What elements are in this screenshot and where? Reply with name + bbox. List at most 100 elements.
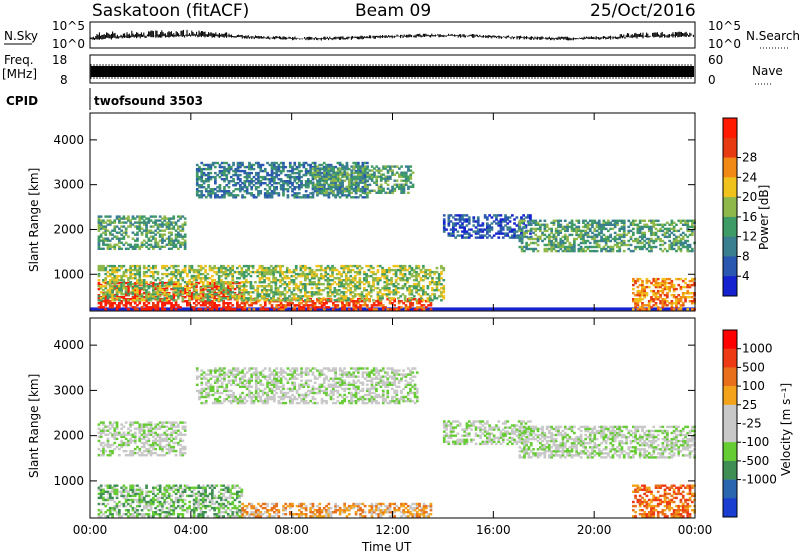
echo-cell [172,221,176,224]
echo-cell [260,277,264,280]
echo-cell [222,300,225,303]
echo-cell [277,182,281,185]
echo-cell [403,283,407,286]
echo-cell [170,281,173,284]
echo-cell [120,233,123,236]
echo-cell [301,295,305,298]
echo-cell [341,171,344,174]
echo-cell [276,264,280,268]
echo-cell [120,296,123,299]
echo-cell [152,270,155,274]
echo-cell [142,272,146,276]
echo-cell [347,194,351,197]
echo-cell [358,277,362,280]
echo-cell [340,264,343,268]
echo-cell [273,167,276,171]
echo-cell [474,226,478,229]
echo-cell [520,233,524,237]
echo-cell [276,279,280,282]
echo-cell [188,299,191,302]
echo-cell [133,225,137,228]
echo-cell [104,281,108,285]
echo-cell [239,169,242,173]
echo-cell [343,173,346,177]
echo-cell [348,181,351,184]
echo-cell [138,274,142,278]
echo-cell [415,279,418,282]
echo-cell [527,237,531,241]
echo-cell [231,295,235,298]
echo-cell [486,224,489,227]
echo-cell [240,266,244,270]
echo-cell [181,227,185,230]
echo-cell [331,283,334,286]
nsearch-top-label: 10^5 [708,19,741,33]
echo-cell [188,304,191,307]
echo-cell [504,216,507,219]
echo-cell [408,287,412,290]
echo-cell [220,196,224,199]
echo-cell [304,264,307,268]
echo-cell [232,161,235,165]
echo-cell [124,217,128,220]
echo-cell [198,178,201,181]
echo-cell [154,279,157,282]
echo-cell [575,219,578,222]
echo-region [518,219,696,253]
echo-cell [586,247,590,251]
echo-cell [167,281,171,284]
echo-cell [124,270,128,274]
echo-cell [161,225,164,228]
echo-cell [234,196,238,199]
echo-cell [256,285,260,288]
echo-cell [338,279,341,282]
echo-cell [415,277,418,280]
echo-cell [573,247,576,251]
echo-cell [539,227,542,231]
echo-cell [354,179,358,182]
echo-cell [200,194,204,197]
echo-cell [488,228,491,231]
echo-cell [172,272,176,276]
echo-cell [370,169,374,172]
echo-cell [497,222,501,225]
echo-cell [188,283,191,286]
echo-cell [336,192,340,195]
echo-cell [192,285,196,288]
echo-cell [437,277,441,280]
echo-cell [406,300,410,303]
echo-cell [120,302,123,305]
echo-cell [350,182,353,185]
echo-cell [543,237,547,241]
echo-cell [206,281,210,284]
echo-cell [270,178,274,181]
echo-cell [481,228,485,231]
echo-cell [279,272,282,276]
echo-cell [145,293,148,296]
echo-cell [181,243,185,246]
echo-cell [433,283,436,286]
echo-cell [342,268,346,272]
echo-cell [183,221,187,224]
freq-top-label: 18 [52,53,67,67]
echo-cell [267,283,271,286]
echo-cell [472,224,476,227]
echo-cell [226,272,230,276]
echo-cell [366,171,369,174]
echo-cell [393,189,397,192]
echo-cell [579,245,583,249]
echo-cell [238,285,241,288]
echo-cell [338,196,342,199]
echo-cell [279,178,283,181]
echo-cell [385,283,389,286]
echo-cell [409,181,413,184]
echo-cell [267,272,271,276]
echo-cell [357,183,360,186]
echo-cell [251,299,255,302]
echo-cell [209,194,213,197]
echo-cell [313,293,316,296]
echo-cell [357,181,360,184]
echo-cell [183,289,187,293]
echo-cell [158,245,162,248]
echo-cell [209,188,213,191]
